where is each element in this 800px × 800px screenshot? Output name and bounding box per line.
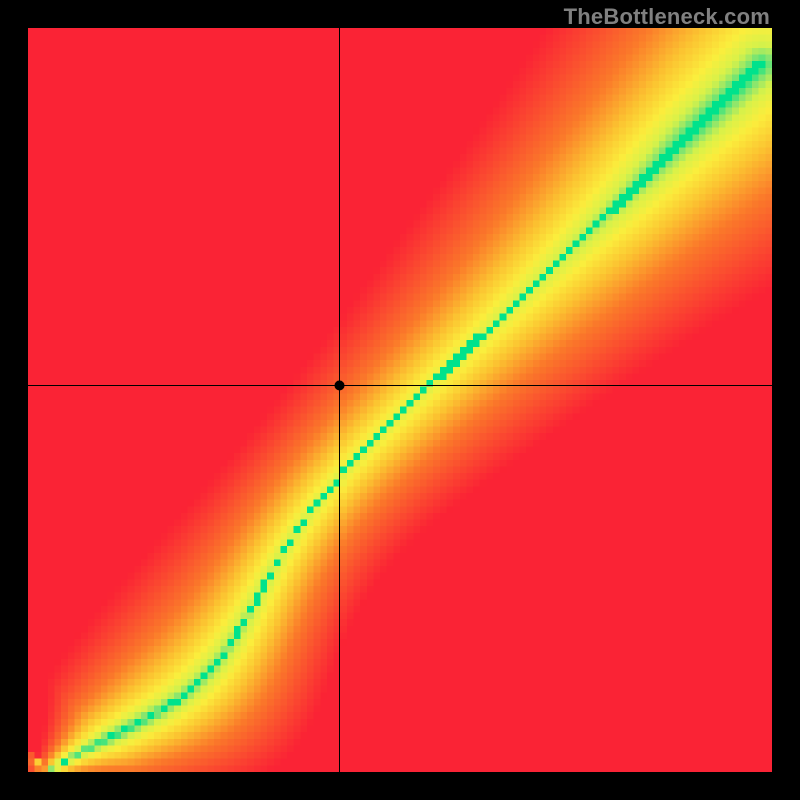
- heatmap-plot: [28, 28, 772, 772]
- chart-frame: TheBottleneck.com: [0, 0, 800, 800]
- watermark-text: TheBottleneck.com: [564, 4, 770, 30]
- crosshair-overlay: [28, 28, 772, 772]
